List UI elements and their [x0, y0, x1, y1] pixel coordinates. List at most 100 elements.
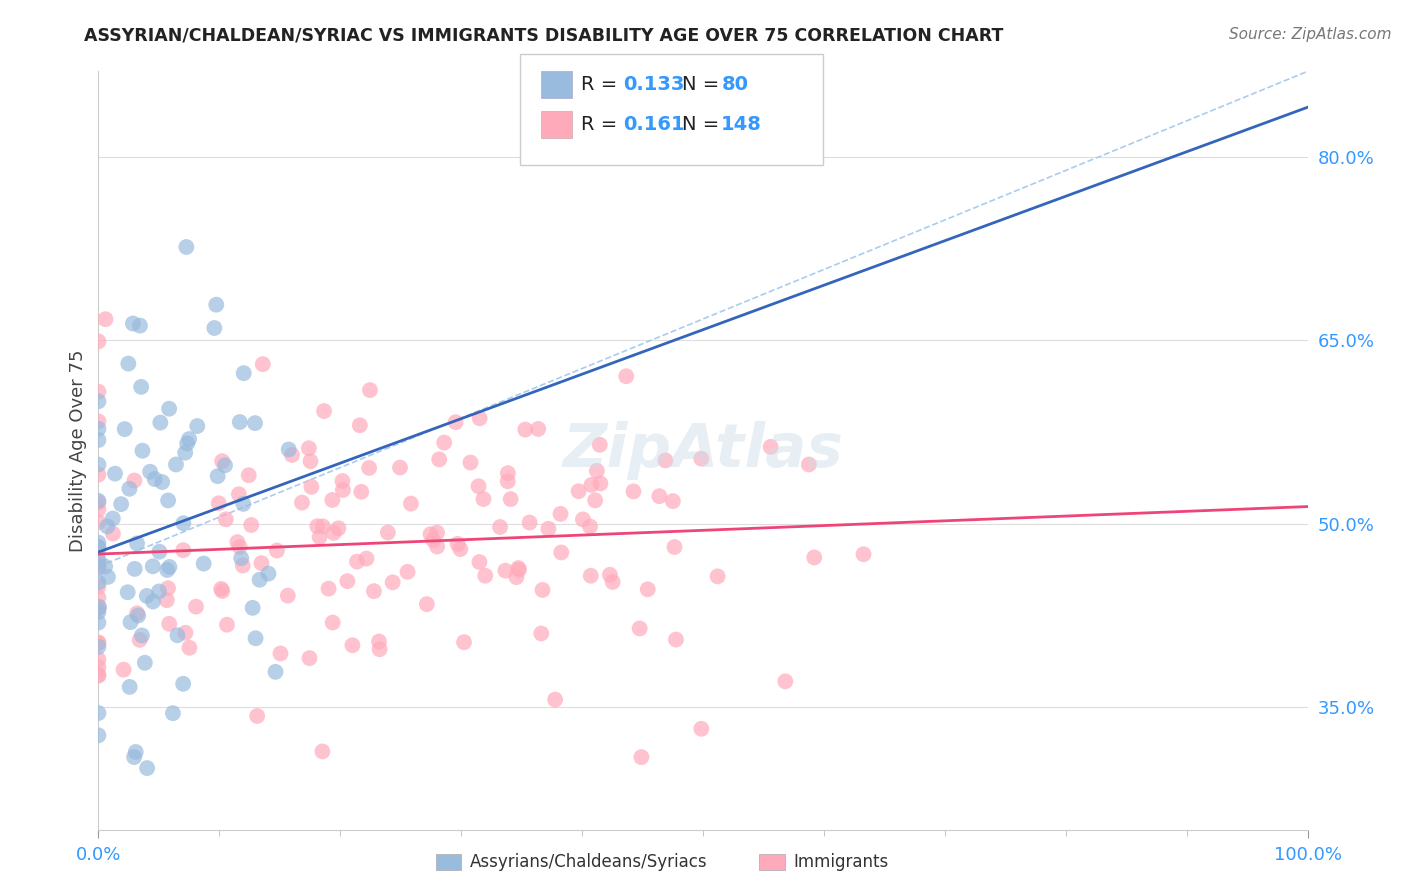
- Point: [97, 570, 120, 584]
- Point: [232, 366, 254, 380]
- Point: [172, 677, 194, 691]
- Point: [172, 543, 194, 558]
- Point: [232, 558, 254, 573]
- Point: [291, 495, 314, 509]
- Point: [87, 493, 110, 508]
- Point: [583, 493, 606, 508]
- Point: [142, 559, 165, 574]
- Point: [579, 519, 602, 533]
- Point: [508, 563, 530, 577]
- Point: [433, 435, 456, 450]
- Point: [550, 545, 572, 559]
- Point: [87, 558, 110, 572]
- Point: [229, 415, 252, 429]
- Point: [205, 298, 228, 312]
- Point: [299, 454, 322, 468]
- Point: [117, 585, 139, 599]
- Point: [759, 440, 782, 454]
- Point: [249, 573, 271, 587]
- Point: [87, 599, 110, 614]
- Point: [544, 692, 567, 706]
- Point: [416, 597, 439, 611]
- Point: [87, 495, 110, 509]
- Point: [312, 519, 335, 533]
- Point: [318, 582, 340, 596]
- Point: [215, 617, 238, 632]
- Point: [446, 537, 468, 551]
- Point: [157, 581, 180, 595]
- Point: [87, 540, 110, 554]
- Point: [396, 565, 419, 579]
- Point: [143, 472, 166, 486]
- Point: [654, 453, 676, 467]
- Point: [269, 647, 291, 661]
- Point: [311, 744, 333, 758]
- Point: [690, 451, 713, 466]
- Point: [468, 411, 491, 425]
- Point: [87, 652, 110, 666]
- Point: [134, 656, 156, 670]
- Point: [614, 369, 637, 384]
- Text: 80: 80: [721, 75, 748, 95]
- Point: [184, 599, 207, 614]
- Point: [228, 540, 250, 554]
- Point: [174, 625, 197, 640]
- Point: [706, 569, 728, 583]
- Point: [589, 438, 612, 452]
- Point: [242, 600, 264, 615]
- Point: [172, 516, 194, 531]
- Point: [120, 615, 142, 629]
- Point: [307, 519, 329, 533]
- Point: [690, 722, 713, 736]
- Point: [87, 668, 110, 682]
- Point: [648, 489, 671, 503]
- Point: [586, 464, 609, 478]
- Point: [243, 416, 266, 430]
- Point: [131, 443, 153, 458]
- Point: [277, 442, 299, 457]
- Point: [264, 665, 287, 679]
- Point: [426, 540, 449, 554]
- Point: [245, 632, 267, 646]
- Point: [110, 497, 132, 511]
- Point: [124, 562, 146, 576]
- Point: [87, 394, 110, 409]
- Point: [101, 526, 124, 541]
- Point: [186, 419, 208, 434]
- Text: Assyrians/Chaldeans/Syriacs: Assyrians/Chaldeans/Syriacs: [470, 853, 707, 871]
- Point: [202, 321, 225, 335]
- Point: [87, 458, 110, 472]
- Point: [449, 542, 471, 557]
- Point: [148, 584, 170, 599]
- Point: [214, 458, 236, 473]
- Point: [496, 466, 519, 480]
- Point: [87, 515, 110, 529]
- Point: [208, 496, 231, 510]
- Point: [211, 454, 233, 468]
- Point: [228, 487, 250, 501]
- Point: [87, 600, 110, 615]
- Point: [209, 582, 232, 596]
- Point: [589, 476, 612, 491]
- Y-axis label: Disability Age Over 75: Disability Age Over 75: [69, 349, 87, 552]
- Point: [87, 541, 110, 556]
- Point: [94, 312, 117, 326]
- Text: 0.133: 0.133: [623, 75, 685, 95]
- Point: [468, 555, 491, 569]
- Point: [312, 404, 335, 418]
- Point: [157, 616, 180, 631]
- Point: [299, 480, 322, 494]
- Point: [359, 383, 381, 397]
- Point: [104, 467, 127, 481]
- Point: [87, 384, 110, 399]
- Point: [87, 635, 110, 649]
- Point: [602, 574, 624, 589]
- Point: [803, 550, 825, 565]
- Text: N =: N =: [682, 75, 725, 95]
- Point: [399, 497, 422, 511]
- Point: [87, 615, 110, 630]
- Point: [460, 456, 482, 470]
- Point: [87, 667, 110, 681]
- Point: [232, 497, 254, 511]
- Point: [508, 561, 530, 575]
